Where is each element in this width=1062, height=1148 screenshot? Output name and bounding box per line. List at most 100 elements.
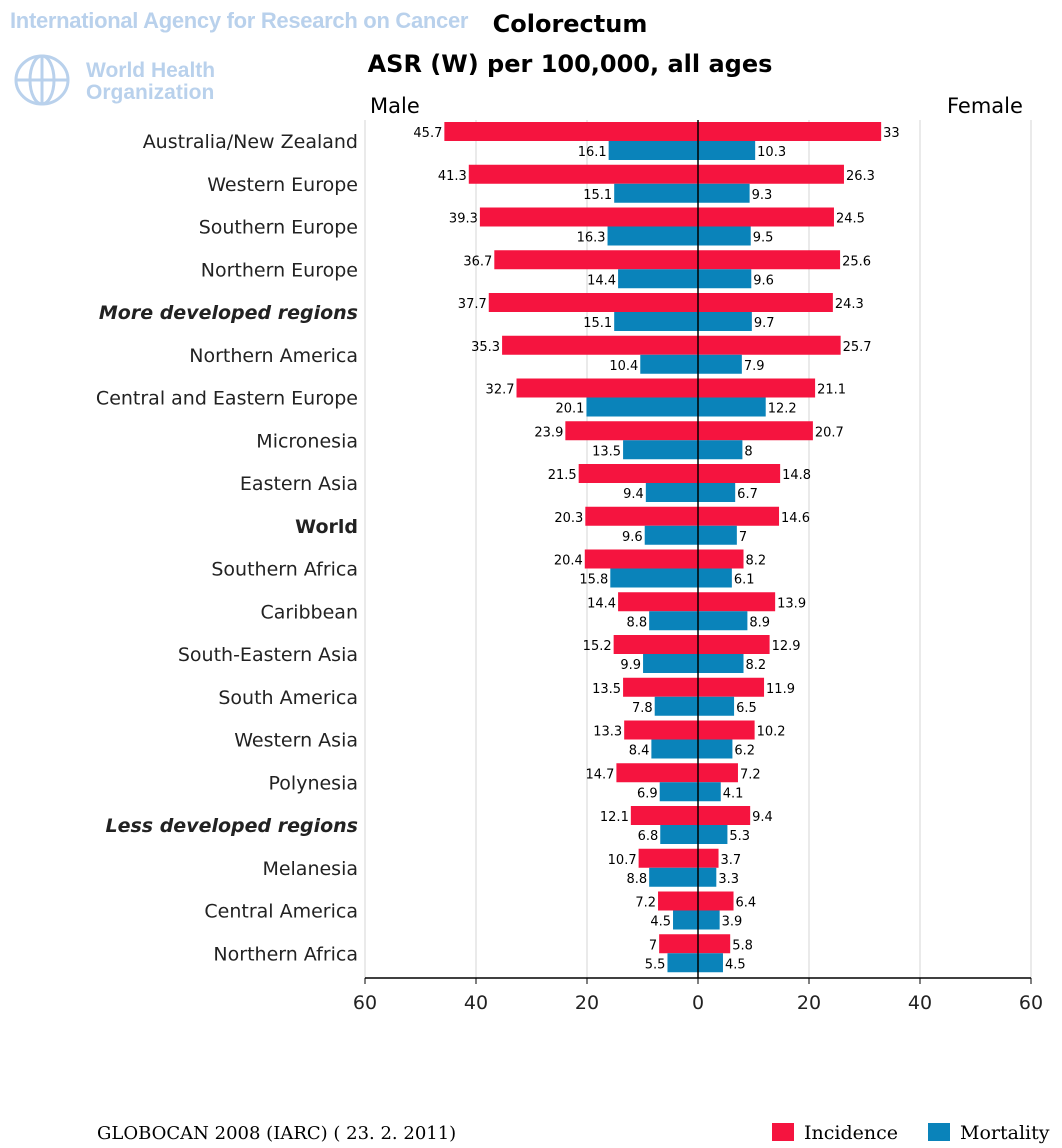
value-label-mortality-female: 3.3 [718,872,739,887]
bar-mortality-female [698,825,728,844]
value-label-incidence-female: 20.7 [815,425,844,440]
bar-mortality-female [698,611,748,631]
bar-incidence-male [565,421,698,441]
x-tick-label: 60 [353,992,377,1014]
value-label-mortality-male: 15.8 [579,573,608,588]
value-label-incidence-female: 14.8 [782,468,811,483]
bar-mortality-female [698,183,750,203]
bar-incidence-female [698,421,813,441]
value-label-incidence-female: 24.3 [835,297,864,312]
x-tick-label: 20 [575,992,599,1014]
value-label-incidence-male: 15.2 [583,639,612,654]
bar-incidence-female [698,293,833,312]
bar-mortality-male [623,440,698,460]
legend-mortality: Mortality [928,1122,1049,1144]
bar-incidence-male [516,378,698,398]
bar-mortality-female [698,483,736,502]
value-label-mortality-male: 8.8 [626,615,647,630]
bar-incidence-female [698,164,844,184]
male-label: Male [370,94,420,118]
category-label: Australia/New Zealand [143,131,358,153]
value-label-incidence-male: 13.3 [593,725,622,740]
bar-mortality-female [698,525,737,545]
category-label: Polynesia [269,772,358,794]
value-label-mortality-male: 4.5 [650,915,671,930]
bar-incidence-male [623,677,698,697]
category-label: Central America [204,901,358,923]
bar-incidence-male [630,806,698,825]
bar-mortality-female [698,269,752,289]
who-text-line1: World Health [86,59,216,82]
x-tick-label: 40 [908,992,932,1014]
bar-mortality-female [698,654,744,673]
bar-mortality-male [660,825,698,844]
value-label-mortality-female: 9.3 [752,188,773,203]
legend-incidence-swatch [772,1123,794,1141]
category-label: Northern Europe [201,259,358,281]
legend-mortality-swatch [928,1123,950,1141]
value-label-mortality-female: 5.3 [729,829,750,844]
bar-mortality-male [645,483,698,502]
chart-subtitle: ASR (W) per 100,000, all ages [367,50,773,78]
value-label-mortality-male: 6.9 [637,786,658,801]
legend-incidence: Incidence [772,1122,898,1144]
bar-mortality-male [667,953,698,973]
who-logo: World Health Organization [10,50,230,110]
bar-incidence-male [613,635,698,654]
value-label-mortality-female: 7.9 [744,359,765,374]
value-label-incidence-male: 14.7 [585,767,614,782]
value-label-mortality-female: 7 [739,530,747,545]
bar-incidence-female [698,207,834,227]
category-label: Melanesia [262,858,358,880]
value-label-incidence-male: 32.7 [486,383,515,398]
bar-mortality-male [640,354,698,374]
value-label-mortality-female: 6.1 [734,573,755,588]
chart-title: Colorectum [492,10,648,38]
value-label-mortality-male: 5.5 [645,957,666,972]
who-text: World Health Organization [86,60,215,104]
category-label: Central and Eastern Europe [96,388,358,410]
value-label-incidence-female: 14.6 [781,511,810,526]
bar-mortality-male [608,141,698,160]
bar-incidence-female [698,506,780,526]
value-label-mortality-female: 4.1 [723,786,744,801]
bar-incidence-male [585,506,698,526]
value-label-mortality-male: 8.8 [626,872,647,887]
category-label: More developed regions [99,302,358,324]
value-label-mortality-male: 14.4 [587,273,616,288]
value-label-incidence-male: 20.4 [554,554,583,569]
value-label-incidence-female: 9.4 [752,810,773,825]
value-label-mortality-female: 4.5 [725,957,746,972]
value-label-incidence-male: 37.7 [458,297,487,312]
bar-incidence-female [698,378,816,398]
bar-incidence-male [616,763,698,783]
bar-incidence-male [618,592,698,612]
value-label-incidence-male: 10.7 [608,853,637,868]
bar-mortality-male [673,910,698,930]
category-label: Southern Africa [211,559,358,581]
bar-mortality-female [698,867,717,887]
iarc-header-text: International Agency for Research on Can… [10,8,469,33]
value-label-mortality-female: 6.5 [736,701,757,716]
value-label-incidence-female: 25.6 [842,254,871,269]
value-label-incidence-female: 8.2 [746,554,767,569]
bar-mortality-male [654,696,698,716]
bar-incidence-male [494,250,698,270]
value-label-incidence-male: 21.5 [548,468,577,483]
who-emblem-icon [14,54,70,106]
bar-incidence-male [502,335,698,355]
value-label-incidence-male: 45.7 [413,126,442,141]
category-label: Western Asia [234,730,358,752]
value-label-incidence-male: 39.3 [449,212,478,227]
female-label: Female [947,94,1023,118]
x-tick-label: 20 [797,992,821,1014]
value-label-mortality-male: 7.8 [632,701,653,716]
bar-incidence-female [698,677,765,697]
value-label-mortality-male: 8.4 [629,744,650,759]
value-label-mortality-male: 6.8 [638,829,659,844]
bar-mortality-female [698,141,756,160]
bar-mortality-female [698,696,735,716]
bar-incidence-female [698,635,770,654]
value-label-mortality-female: 6.7 [737,487,758,502]
bar-mortality-male [644,525,698,545]
